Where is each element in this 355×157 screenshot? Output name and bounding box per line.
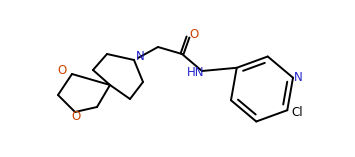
Text: Cl: Cl [291, 106, 303, 119]
Text: O: O [58, 65, 67, 78]
Text: O: O [71, 109, 81, 122]
Text: HN: HN [187, 67, 205, 79]
Text: N: N [136, 49, 144, 62]
Text: O: O [189, 27, 199, 41]
Text: N: N [294, 71, 302, 84]
